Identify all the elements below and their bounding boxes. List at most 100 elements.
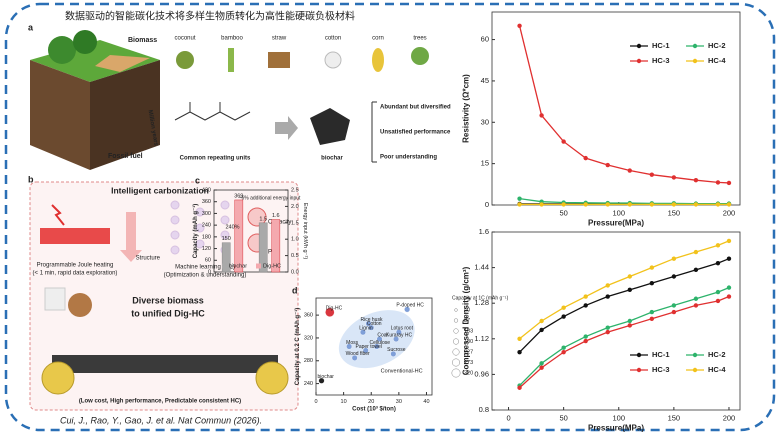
region-label: Conventional-HC <box>381 368 423 374</box>
point <box>715 289 721 295</box>
roller <box>255 361 289 395</box>
y-axis-label: Capacity at 0.2 C (mAh g⁻¹) <box>294 308 301 386</box>
size-legend-mark <box>453 318 459 323</box>
heater <box>40 228 110 244</box>
size-legend-mark <box>452 348 460 356</box>
point <box>671 256 677 261</box>
legend-label: HC-1 <box>652 350 670 359</box>
series-line <box>519 295 730 389</box>
note: Abundant but diversified <box>380 105 451 111</box>
y-tick-label: 280 <box>304 358 313 364</box>
point <box>373 343 380 350</box>
panel-label: c <box>195 175 200 185</box>
point <box>693 303 699 308</box>
ground-top <box>30 40 160 82</box>
point <box>671 309 677 315</box>
point-label: Cellulose <box>369 340 390 346</box>
y2-tick-label: 1.0 <box>291 237 299 243</box>
y-tick-label: 240 <box>304 381 313 387</box>
point <box>583 338 588 344</box>
size-legend-mark <box>452 358 460 367</box>
arrow <box>275 116 298 140</box>
point <box>627 318 632 324</box>
y-tick-label: 0.96 <box>474 369 489 378</box>
legend-label: HC-3 <box>652 365 670 374</box>
point-label: Lignin <box>359 326 373 332</box>
label: (Low cost, High performance, Predictable… <box>79 399 241 405</box>
legend-marker <box>692 367 698 373</box>
point <box>318 377 325 384</box>
point-label: Cotton <box>367 321 382 327</box>
x-tick-label: 30 <box>396 399 402 405</box>
legend-label: HC-4 <box>708 56 726 65</box>
point <box>726 238 732 244</box>
size-legend-mark <box>452 338 460 345</box>
y-tick-label: 360 <box>202 199 211 205</box>
point-label: Rice husk <box>360 317 382 323</box>
point <box>359 329 366 336</box>
x-tick-label: 40 <box>423 399 429 405</box>
point <box>649 172 655 177</box>
molecule <box>174 102 251 121</box>
point <box>583 202 588 207</box>
size-legend-label: 227 <box>464 349 473 355</box>
bar <box>234 199 244 273</box>
point-label: Paper towel <box>356 344 382 350</box>
size-legend-mark <box>451 368 461 378</box>
point <box>605 162 610 168</box>
panel-label: a <box>28 22 34 32</box>
y2-axis-label: Energy input (kWh g⁻¹) <box>302 203 308 260</box>
point <box>715 202 721 207</box>
point <box>693 267 699 273</box>
point <box>539 365 544 370</box>
y-axis-label: Compressed Density (g/cm³) <box>462 266 471 375</box>
point <box>671 175 677 180</box>
point <box>583 334 588 339</box>
label: Machine learning (ML) <box>175 265 235 271</box>
point <box>583 155 588 161</box>
y-tick-label: 180 <box>202 234 211 240</box>
point <box>561 349 566 355</box>
point <box>715 243 721 248</box>
point <box>649 316 655 321</box>
point <box>627 202 632 207</box>
x-tick-label: 50 <box>559 413 567 422</box>
legend-marker <box>692 352 698 358</box>
y-tick-label: 1.12 <box>474 334 489 343</box>
point <box>671 274 677 279</box>
legend-label: HC-1 <box>652 41 670 50</box>
point <box>726 285 732 290</box>
size-legend-mark <box>453 328 459 334</box>
size-legend-label: 40 <box>464 307 470 313</box>
biochar-image <box>310 108 350 145</box>
point <box>671 303 677 308</box>
source-label: straw <box>272 36 287 42</box>
y-tick-label: 1.28 <box>474 298 489 307</box>
bar <box>258 222 268 273</box>
point <box>539 113 544 118</box>
legend-marker <box>636 352 642 358</box>
x-tick-label: 50 <box>559 208 567 217</box>
point <box>539 361 544 366</box>
point <box>715 260 721 266</box>
point <box>605 325 610 330</box>
source-icons <box>176 47 429 72</box>
x-tick-label: 150 <box>668 413 681 422</box>
label: Programmable Joule heating <box>37 263 114 269</box>
annotation: 240% <box>225 224 239 230</box>
neural-net <box>170 200 230 255</box>
roller <box>41 361 75 395</box>
y-tick-label: 45 <box>481 76 489 85</box>
figure-title: 数据驱动的智能碳化技术将多样生物质转化为高性能硬碳负极材料 <box>65 10 355 23</box>
x-tick-label: 10 <box>341 399 347 405</box>
size-legend-label: 87 <box>464 318 470 324</box>
panel-a: a Biomass Million years Fossil fuel coco… <box>28 22 451 170</box>
value-label: 1.6 <box>272 213 280 219</box>
note: Poor understanding <box>380 155 437 161</box>
bracket <box>371 101 377 163</box>
point <box>715 298 721 304</box>
x-axis-label: Pressure(MPa) <box>588 219 644 228</box>
label: (< 1 min, rapid data exploration) <box>33 271 118 277</box>
point <box>393 336 400 343</box>
